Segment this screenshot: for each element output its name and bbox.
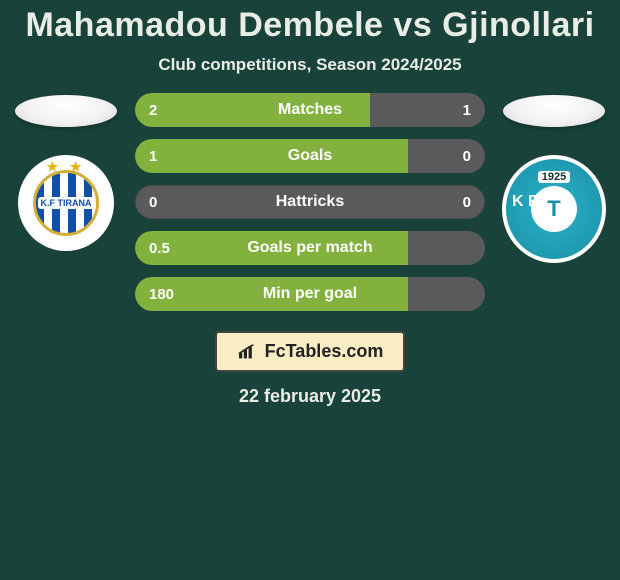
right-club-year: 1925 (538, 171, 570, 183)
stat-value-right: 0 (463, 139, 471, 173)
right-club-logo: 1925 K F T (502, 155, 606, 263)
left-club-logo: ★ ★ K.F TIRANA (18, 155, 114, 251)
page-title: Mahamadou Dembele vs Gjinollari (0, 0, 620, 45)
stat-row: 180Min per goal (135, 277, 485, 311)
right-player-column: 1925 K F T (499, 93, 609, 263)
left-club-crest: K.F TIRANA (33, 170, 99, 236)
stat-label: Min per goal (135, 277, 485, 311)
brand-label: FcTables.com (265, 341, 384, 362)
stat-row: 0.5Goals per match (135, 231, 485, 265)
stat-label: Hattricks (135, 185, 485, 219)
stat-label: Matches (135, 93, 485, 127)
stat-row: 1Goals0 (135, 139, 485, 173)
left-club-initials: K.F TIRANA (38, 197, 95, 209)
right-player-placeholder (503, 95, 605, 127)
brand-badge: FcTables.com (215, 331, 406, 372)
left-player-column: ★ ★ K.F TIRANA (11, 93, 121, 251)
star-icon: ★ ★ (47, 159, 86, 175)
stats-table: 2Matches11Goals00Hattricks00.5Goals per … (135, 93, 485, 311)
subtitle: Club competitions, Season 2024/2025 (0, 55, 620, 75)
date-label: 22 february 2025 (239, 386, 381, 407)
bar-chart-icon (237, 344, 257, 360)
left-player-placeholder (15, 95, 117, 127)
stat-value-right: 0 (463, 185, 471, 219)
stat-row: 2Matches1 (135, 93, 485, 127)
stat-value-right: 1 (463, 93, 471, 127)
right-club-initial: T (531, 186, 577, 232)
stat-label: Goals (135, 139, 485, 173)
stat-row: 0Hattricks0 (135, 185, 485, 219)
stat-label: Goals per match (135, 231, 485, 265)
footer: FcTables.com 22 february 2025 (0, 331, 620, 407)
comparison-content: ★ ★ K.F TIRANA 2Matches11Goals00Hattrick… (0, 93, 620, 311)
